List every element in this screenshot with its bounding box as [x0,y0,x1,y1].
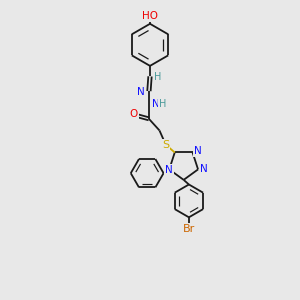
Text: H: H [160,99,167,110]
Text: N: N [165,165,173,175]
Text: N: N [194,146,202,156]
Text: S: S [162,140,169,150]
Text: N: N [136,87,144,97]
Text: Br: Br [183,224,195,235]
Text: O: O [130,109,138,119]
Text: N: N [152,99,160,109]
Text: HO: HO [142,11,158,21]
Text: H: H [154,72,161,82]
Text: N: N [200,164,208,174]
